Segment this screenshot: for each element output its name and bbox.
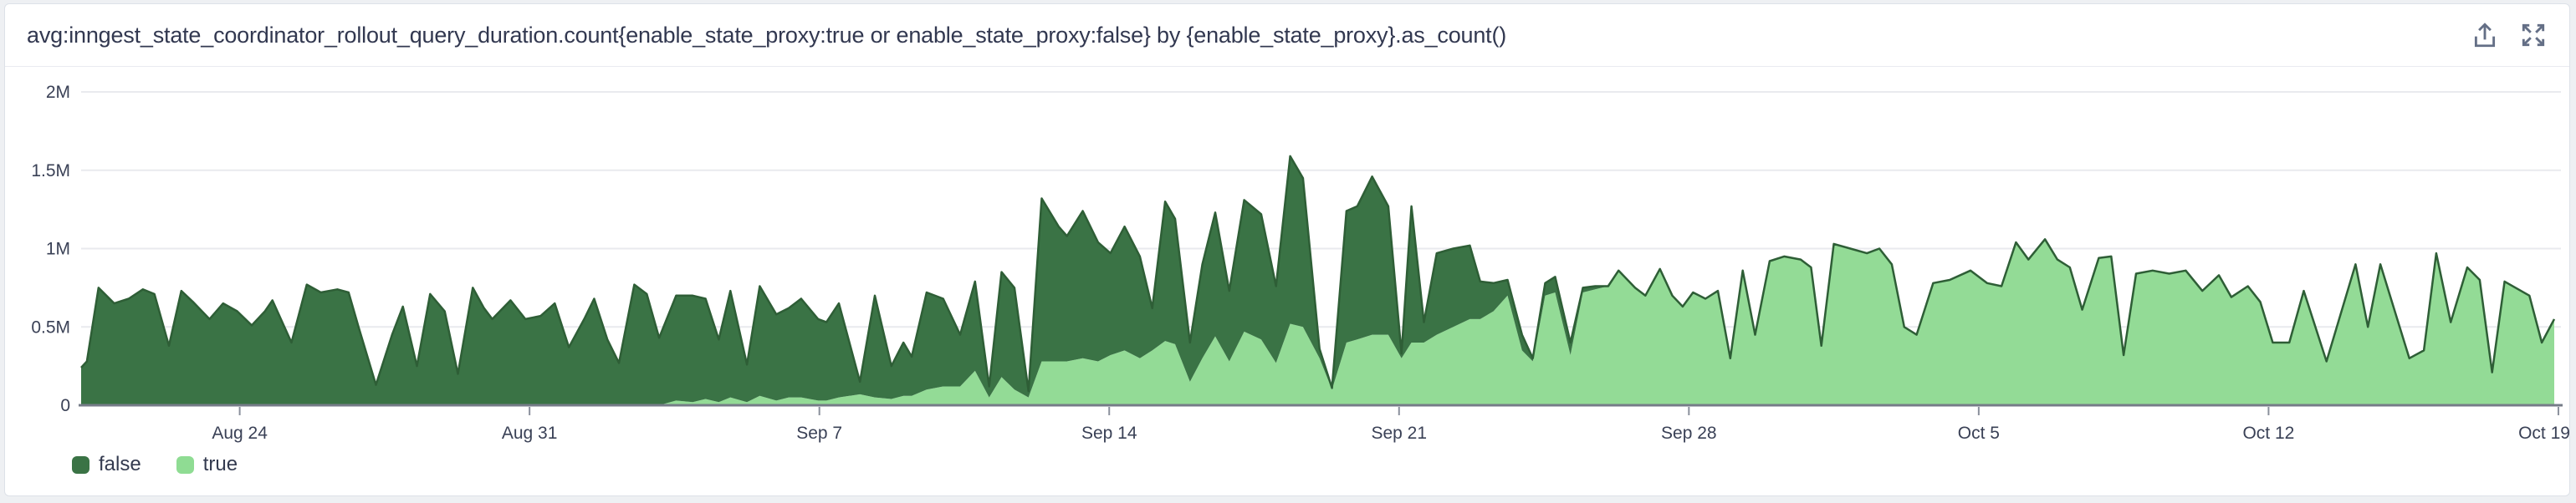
legend-label-false: false (99, 453, 141, 475)
timeseries-chart: 0 0.5M 1M 1.5M 2M Aug 24 Aug 31 Sep 7 Sep 14 Sep … (5, 67, 2569, 445)
timeseries-svg[interactable]: 0 0.5M 1M 1.5M 2M Aug 24 Aug 31 Sep 7 Sep 14 Sep … (5, 67, 2569, 445)
legend-item-false[interactable]: false (72, 453, 141, 476)
fullscreen-icon[interactable] (2519, 21, 2548, 49)
area-true (81, 239, 2554, 405)
x-axis-label: Oct 12 (2242, 424, 2294, 443)
legend-swatch-false (72, 455, 89, 474)
widget-actions (2471, 21, 2548, 49)
legend-item-true[interactable]: true (176, 453, 238, 476)
x-axis-label: Oct 19 (2518, 424, 2569, 443)
y-axis-label: 1M (46, 240, 70, 259)
y-axis-label: 0.5M (31, 318, 70, 337)
area-false (81, 155, 2554, 405)
stack-top-line (80, 155, 2556, 393)
x-axis-label: Aug 31 (502, 424, 558, 443)
x-axis-label: Aug 24 (212, 424, 268, 443)
query-title: avg:inngest_state_coordinator_rollout_qu… (27, 22, 1507, 48)
timeseries-widget-card: avg:inngest_state_coordinator_rollout_qu… (4, 3, 2570, 496)
x-axis-label: Sep 28 (1661, 424, 1717, 443)
x-axis-label: Oct 5 (1958, 424, 2000, 443)
x-axis-label: Sep 14 (1081, 424, 1137, 443)
widget-header: avg:inngest_state_coordinator_rollout_qu… (5, 4, 2569, 67)
legend: false true (72, 453, 2569, 476)
x-axis-label: Sep 21 (1371, 424, 1427, 443)
export-icon[interactable] (2471, 21, 2499, 49)
legend-swatch-true (176, 455, 194, 474)
y-axis-label: 2M (46, 83, 70, 102)
x-axis-label: Sep 7 (796, 424, 842, 443)
y-axis-label: 1.5M (31, 161, 70, 180)
legend-label-true: true (202, 453, 238, 475)
y-axis-label: 0 (60, 396, 70, 415)
